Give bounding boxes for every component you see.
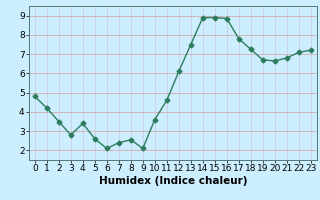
X-axis label: Humidex (Indice chaleur): Humidex (Indice chaleur) xyxy=(99,176,247,186)
